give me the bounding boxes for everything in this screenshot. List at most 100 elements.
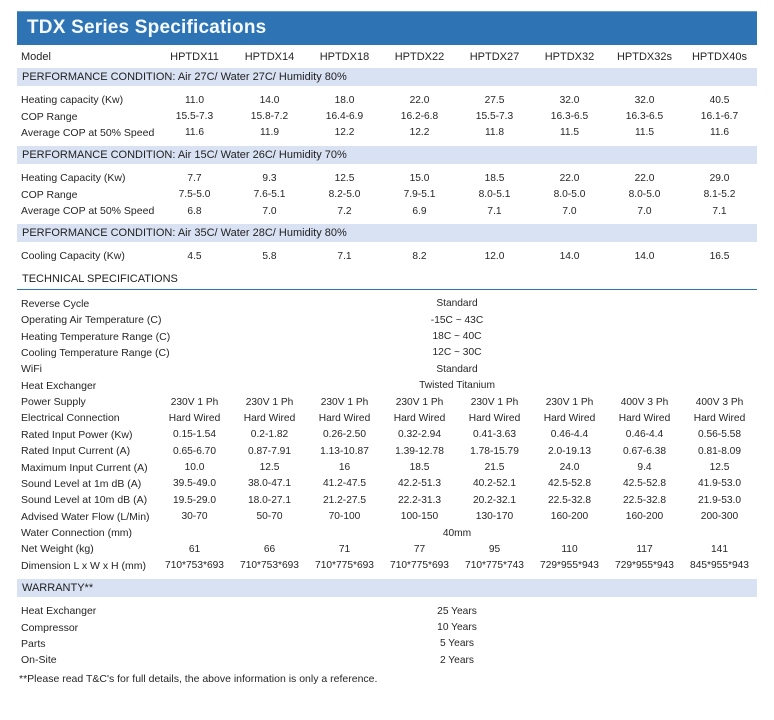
value-cell: 6.8: [187, 205, 202, 217]
value-cell: 0.65-6.70: [172, 445, 217, 457]
table-row: Average COP at 50% Speed 6.8 7.0 7.2 6.9 7.1 7…: [17, 203, 757, 219]
row-label: Water Connection (mm): [21, 527, 133, 540]
value-cell: 11.6: [709, 127, 730, 139]
value-cell: 41.9-53.0: [697, 478, 742, 490]
value-cell: 1.39-12.78: [395, 445, 444, 457]
row-span-value: 5 Years: [440, 638, 474, 650]
value-cell: 11.5: [559, 127, 580, 139]
value-cell: 0.56-5.58: [697, 429, 742, 441]
row-label: Sound Level at 10m dB (A): [21, 494, 148, 507]
value-cell: 117: [636, 543, 653, 555]
table-row: Net Weight (kg) 61 66 71 77 95 110 117 141: [17, 541, 757, 557]
value-cell: Hard Wired: [693, 412, 746, 424]
value-cell: 12.0: [484, 250, 505, 262]
row-label: Net Weight (kg): [21, 543, 94, 556]
value-cell: 29.0: [709, 172, 730, 184]
table-row: Water Connection (mm) 40mm: [17, 525, 757, 541]
table-row: Compressor 10 Years: [17, 619, 757, 635]
value-cell: 0.15-1.54: [172, 429, 217, 441]
value-cell: 729*955*943: [540, 560, 599, 572]
value-cell: Hard Wired: [243, 412, 296, 424]
value-cell: 7.7: [187, 172, 202, 184]
value-cell: 7.2: [337, 205, 352, 217]
value-cell: 11.6: [184, 127, 205, 139]
value-cell: 8.0-5.0: [628, 189, 661, 201]
value-cell: 230V 1 Ph: [545, 396, 594, 408]
row-label: Sound Level at 1m dB (A): [21, 477, 142, 490]
value-cell: 400V 3 Ph: [620, 396, 669, 408]
value-cell: 0.46-4.4: [625, 429, 664, 441]
value-cell: 95: [488, 543, 501, 555]
value-cell: 710*753*693: [240, 560, 299, 572]
table-row: Heating Temperature Range (C) 18C ~ 40C: [17, 328, 757, 344]
row-label: Maximum Input Current (A): [21, 461, 148, 474]
value-cell: 71: [338, 543, 351, 555]
model-column-header: HPTDX40s: [691, 51, 748, 63]
value-cell: 11.5: [634, 127, 655, 139]
value-cell: 160-200: [550, 511, 589, 523]
value-cell: 16.5: [709, 250, 730, 262]
value-cell: Hard Wired: [318, 412, 371, 424]
model-column-header: HPTDX18: [319, 51, 370, 63]
value-cell: Hard Wired: [168, 412, 221, 424]
table-row: Electrical Connection Hard Wired Hard Wire…: [17, 410, 757, 426]
row-label: Parts: [21, 637, 46, 650]
table-row: Power Supply 230V 1 Ph 230V 1 Ph 230V 1 Ph 2…: [17, 394, 757, 410]
table-row: Heating capacity (Kw) 11.0 14.0 18.0 22.0 27.…: [17, 92, 757, 108]
model-header-row: Model HPTDX11 HPTDX14 HPTDX18 HPTDX22 HPTDX2…: [17, 51, 757, 63]
row-label: Heat Exchanger: [21, 605, 97, 618]
value-cell: 0.41-3.63: [472, 429, 517, 441]
value-cell: 19.5-29.0: [172, 494, 217, 506]
value-cell: 14.0: [259, 94, 280, 106]
value-cell: 11.9: [259, 127, 280, 139]
value-cell: 21.9-53.0: [697, 494, 742, 506]
value-cell: 7.1: [337, 250, 352, 262]
value-cell: 0.26-2.50: [322, 429, 367, 441]
row-span-value: -15C ~ 43C: [430, 314, 484, 326]
value-cell: 1.13-10.87: [320, 445, 369, 457]
value-cell: 12.5: [334, 172, 355, 184]
value-cell: 7.1: [712, 205, 727, 217]
value-cell: 7.6-5.1: [253, 189, 286, 201]
row-label: Heating Capacity (Kw): [21, 172, 126, 185]
table-row: Heat Exchanger Twisted Titanium: [17, 378, 757, 394]
value-cell: 230V 1 Ph: [395, 396, 444, 408]
footnote-text: **Please read T&C's for full details, th…: [19, 672, 378, 685]
section-header: WARRANTY**: [17, 579, 757, 597]
value-cell: 41.2-47.5: [322, 478, 367, 490]
table-row: Rated Input Current (A) 0.65-6.70 0.87-7.9…: [17, 443, 757, 459]
model-column-header: HPTDX22: [394, 51, 445, 63]
value-cell: 7.1: [487, 205, 502, 217]
value-cell: 22.0: [559, 172, 580, 184]
table-row: Reverse Cycle Standard: [17, 296, 757, 312]
table-row: Dimension L x W x H (mm) 710*753*693 710*7…: [17, 558, 757, 574]
value-cell: 0.46-4.4: [550, 429, 589, 441]
table-row: Sound Level at 10m dB (A) 19.5-29.0 18.0-2…: [17, 492, 757, 508]
value-cell: 8.2: [412, 250, 427, 262]
row-label: Electrical Connection: [21, 412, 120, 425]
value-cell: 710*775*693: [315, 560, 374, 572]
value-cell: 39.5-49.0: [172, 478, 217, 490]
value-cell: 8.2-5.0: [328, 189, 361, 201]
value-cell: 6.9: [412, 205, 427, 217]
value-cell: 0.32-2.94: [397, 429, 442, 441]
value-cell: 400V 3 Ph: [695, 396, 744, 408]
value-cell: 40.5: [709, 94, 730, 106]
value-cell: 5.8: [262, 250, 277, 262]
value-cell: 11.0: [184, 94, 205, 106]
table-row: WiFi Standard: [17, 361, 757, 377]
row-label: On-Site: [21, 654, 57, 667]
value-cell: 7.0: [262, 205, 277, 217]
section-header: PERFORMANCE CONDITION: Air 27C/ Water 27…: [17, 68, 757, 86]
value-cell: 18.5: [484, 172, 505, 184]
model-column-header: HPTDX27: [469, 51, 520, 63]
model-column-header: HPTDX32s: [616, 51, 673, 63]
row-label: Cooling Temperature Range (C): [21, 346, 170, 359]
value-cell: 8.0-5.0: [553, 189, 586, 201]
value-cell: 27.5: [484, 94, 505, 106]
row-span-value: Twisted Titanium: [419, 380, 495, 392]
model-label: Model: [21, 51, 51, 63]
value-cell: 70-100: [328, 511, 361, 523]
value-cell: 30-70: [181, 511, 208, 523]
